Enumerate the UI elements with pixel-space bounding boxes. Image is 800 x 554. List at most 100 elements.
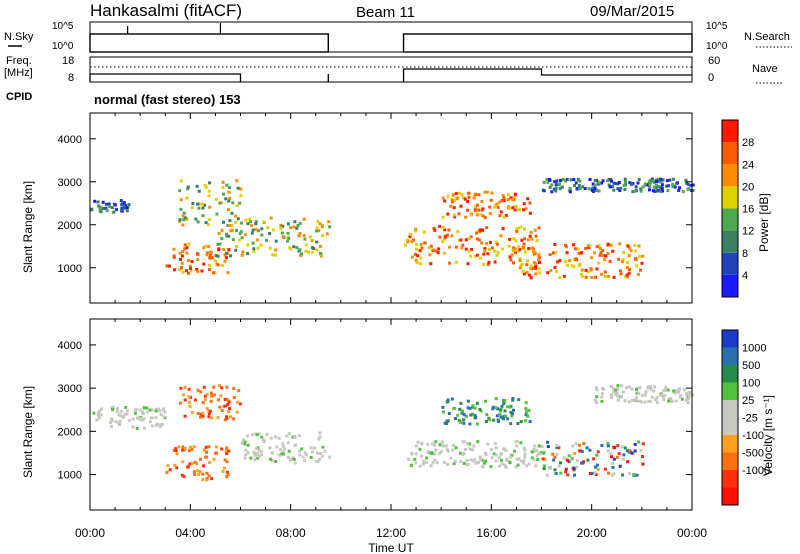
heatmap-cell — [641, 254, 645, 258]
heatmap-cell — [623, 188, 627, 192]
heatmap-cell — [191, 202, 195, 205]
heatmap-cell — [552, 251, 556, 255]
heatmap-cell — [118, 423, 122, 426]
heatmap-cell — [479, 213, 483, 217]
heatmap-cell — [165, 470, 169, 474]
heatmap-cell — [125, 206, 129, 210]
heatmap-cell — [647, 180, 651, 184]
heatmap-cell — [281, 442, 285, 446]
heatmap-cell — [410, 452, 414, 456]
heatmap-cell — [492, 418, 496, 422]
heatmap-cell — [509, 410, 513, 414]
heatmap-cell — [271, 228, 275, 232]
heatmap-cell — [253, 458, 257, 461]
heatmap-cell — [104, 206, 108, 210]
heatmap-cell — [268, 246, 272, 250]
heatmap-cell — [154, 409, 158, 413]
heatmap-cell — [517, 208, 521, 212]
heatmap-cell — [235, 410, 239, 414]
heatmap-cell — [568, 190, 572, 194]
heatmap-cell — [658, 180, 662, 184]
heatmap-cell — [620, 384, 623, 388]
heatmap-cell — [450, 198, 454, 202]
x-tick-label: 12:00 — [376, 526, 406, 540]
colorbar-segment — [722, 347, 738, 365]
nsearch-tick-high: 10^5 — [706, 21, 728, 32]
heatmap-cell — [564, 467, 568, 471]
heatmap-cell — [509, 258, 513, 262]
heatmap-cell — [546, 271, 550, 275]
power-colorbar-label: Power [dB] — [757, 193, 771, 252]
heatmap-cell — [581, 461, 585, 465]
heatmap-cell — [221, 469, 225, 473]
heatmap-cell — [445, 233, 449, 237]
heatmap-cell — [442, 460, 446, 464]
heatmap-cell — [192, 445, 196, 449]
heatmap-cell — [459, 420, 463, 424]
heatmap-cell — [187, 387, 191, 391]
heatmap-cell — [98, 409, 102, 413]
heatmap-cell — [471, 448, 475, 452]
heatmap-cell — [481, 214, 485, 218]
heatmap-cell — [512, 196, 516, 200]
heatmap-cell — [325, 232, 329, 236]
heatmap-cell — [513, 204, 517, 208]
heatmap-cell — [181, 250, 185, 253]
heatmap-cell — [494, 397, 498, 401]
heatmap-cell — [628, 385, 632, 389]
heatmap-cell — [430, 452, 434, 456]
heatmap-cell — [538, 452, 542, 456]
heatmap-cell — [554, 189, 558, 193]
heatmap-cell — [420, 246, 424, 250]
heatmap-cell — [500, 404, 504, 408]
heatmap-cell — [220, 237, 224, 241]
heatmap-cell — [617, 452, 621, 456]
heatmap-cell — [420, 442, 424, 446]
heatmap-cell — [633, 249, 637, 253]
heatmap-cell — [205, 253, 209, 257]
heatmap-cell — [490, 191, 494, 195]
heatmap-cell — [246, 222, 250, 226]
heatmap-cell — [223, 397, 227, 401]
heatmap-cell — [182, 475, 186, 479]
heatmap-cell — [295, 226, 299, 230]
heatmap-cell — [427, 246, 431, 250]
heatmap-cell — [612, 457, 616, 461]
heatmap-cell — [462, 461, 466, 465]
heatmap-cell — [270, 451, 274, 455]
heatmap-cell — [466, 208, 469, 212]
heatmap-cell — [467, 191, 471, 195]
heatmap-cell — [518, 257, 522, 261]
heatmap-cell — [508, 405, 512, 409]
heatmap-cell — [650, 395, 654, 399]
heatmap-cell — [186, 271, 190, 275]
heatmap-cell — [229, 254, 233, 258]
heatmap-cell — [662, 398, 666, 402]
heatmap-cell — [548, 253, 552, 257]
heatmap-cell — [504, 214, 508, 217]
heatmap-cell — [626, 449, 629, 453]
heatmap-cell — [661, 395, 665, 399]
heatmap-cell — [514, 239, 518, 243]
heatmap-cell — [435, 461, 439, 465]
heatmap-cell — [475, 401, 479, 405]
y-tick-label: 4000 — [58, 134, 82, 146]
heatmap-cell — [541, 457, 545, 461]
heatmap-cell — [225, 397, 229, 401]
heatmap-cell — [280, 452, 284, 456]
heatmap-cell — [480, 200, 484, 203]
heatmap-cell — [207, 409, 211, 413]
heatmap-cell — [652, 389, 656, 393]
heatmap-cell — [208, 460, 212, 464]
heatmap-cell — [223, 253, 227, 257]
colorbar-tick-label: 28 — [742, 137, 754, 149]
heatmap-cell — [651, 189, 655, 193]
heatmap-cell — [255, 456, 259, 460]
heatmap-cell — [115, 208, 118, 212]
heatmap-cell — [501, 193, 505, 197]
heatmap-cell — [542, 451, 546, 455]
heatmap-cell — [675, 181, 679, 185]
heatmap-cell — [648, 188, 651, 192]
colorbar-tick-label: 25 — [742, 395, 754, 407]
heatmap-cell — [268, 446, 272, 450]
